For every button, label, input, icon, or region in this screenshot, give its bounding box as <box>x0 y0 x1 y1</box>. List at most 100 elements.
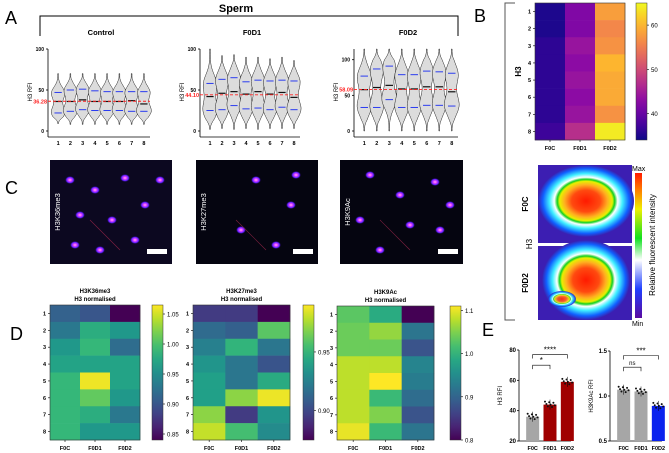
col-label: F0C <box>60 446 70 452</box>
heatmap-cell <box>595 20 626 38</box>
heatmap-cell <box>257 355 291 373</box>
scale-bar <box>438 249 458 254</box>
data-point <box>659 407 662 410</box>
heatmap-cell <box>401 389 435 407</box>
heatmap-cell <box>193 389 226 407</box>
data-point <box>548 401 551 404</box>
heatmap-cell <box>401 322 435 340</box>
data-point <box>571 381 574 384</box>
colorbar-tick-label: 0.90 <box>318 409 330 415</box>
row-label: 1 <box>186 311 189 317</box>
heatmap-cell <box>595 105 626 124</box>
stained-nucleus <box>70 241 80 249</box>
row-label: 8 <box>528 129 531 135</box>
row-label: 2 <box>186 328 189 334</box>
x-tick-label: 1 <box>363 141 366 147</box>
row-label: 6 <box>528 95 531 101</box>
scale-bar <box>147 249 167 254</box>
colorbar-tick-label: 1.05 <box>167 313 179 319</box>
y-tick-label: 40 <box>509 409 516 415</box>
row-label: 6 <box>186 396 189 402</box>
significance-bracket <box>532 364 551 370</box>
heatmap-cell <box>110 423 141 441</box>
stained-nucleus <box>236 226 246 234</box>
panel-letter-b: B <box>474 6 486 26</box>
heatmap-cell <box>337 339 370 357</box>
data-point <box>526 412 529 415</box>
bar <box>617 389 631 441</box>
heatmap-cell <box>535 71 566 89</box>
heatmap-cell <box>595 88 626 107</box>
x-tick-label: 3 <box>81 141 84 147</box>
x-tick-label: 6 <box>425 141 428 147</box>
heatmap-cell <box>369 423 402 441</box>
stained-nucleus <box>155 176 165 184</box>
y-tick-label: 100 <box>36 47 45 53</box>
y-tick-label: 1.0 <box>599 394 608 400</box>
sperm-tail <box>235 219 267 251</box>
x-tick-label: F0C <box>618 446 628 452</box>
sperm-head-intensity <box>542 240 630 320</box>
heatmap-cell <box>257 389 291 407</box>
x-tick-label: F0D2 <box>561 446 574 452</box>
row-label: 2 <box>528 27 531 33</box>
x-tick-label: 3 <box>388 141 391 147</box>
heatmap-b-h3-heatmap: 1 2 3 4 5 6 7 8 F0C F0D1 F0D2 40 50 60 H3 <box>514 2 658 152</box>
data-point <box>569 379 572 382</box>
heatmap-cell <box>369 406 402 424</box>
heatmap-cell <box>595 54 626 72</box>
data-point <box>562 380 565 383</box>
heatmap-cell <box>565 37 596 55</box>
sperm-tail <box>89 219 121 251</box>
violin <box>99 73 115 125</box>
heatmap-cell <box>535 20 566 38</box>
stained-nucleus <box>375 246 385 254</box>
row-label: 2 <box>43 328 46 334</box>
data-point <box>620 390 623 393</box>
heatmap-cell <box>50 406 81 424</box>
data-point <box>642 392 644 395</box>
colorbar <box>302 304 315 441</box>
colorbar-tick-label: 50 <box>651 68 658 74</box>
heatmap-cell <box>80 372 111 390</box>
heatmap-d-h3k27me3: 1 2 3 4 5 6 7 8 F0C F0D1 F0D2 0.90 0.95 H3K27me3 H3 no… <box>186 289 330 452</box>
heatmap-cell <box>337 406 370 424</box>
heatmap-cell <box>225 423 258 441</box>
bar <box>526 416 540 441</box>
heatmap-cell <box>401 356 435 374</box>
panel-b-bracket <box>504 2 515 321</box>
heatmap-cell <box>80 355 111 373</box>
row-label: 8 <box>43 430 46 436</box>
data-point <box>662 405 665 408</box>
col-label: F0D1 <box>573 146 586 152</box>
data-point <box>528 415 531 418</box>
row-label: 7 <box>528 112 531 118</box>
data-point <box>624 391 627 394</box>
heatmap-title: H3K27me3 <box>226 289 257 295</box>
heatmap-cell <box>193 372 226 390</box>
data-point <box>561 377 564 380</box>
bar <box>560 381 574 441</box>
colorbar-title: Relative fluorescent intensity <box>648 194 657 296</box>
heatmap-cell <box>225 406 258 424</box>
heatmap-title: H3K36me3 <box>80 289 111 295</box>
scale-bar <box>293 249 313 254</box>
colorbar-tick-label: 0.95 <box>318 350 330 356</box>
fluorescence-map-bottom: F0D2 <box>521 240 632 320</box>
y-tick-label: 50 <box>344 93 350 99</box>
heatmap-cell <box>565 122 596 141</box>
significance-label: ns <box>629 361 635 367</box>
data-point <box>565 378 568 381</box>
heatmap-cell <box>337 389 370 407</box>
group-bracket <box>39 15 459 36</box>
colorbar-tick-label: 0.9 <box>465 395 474 401</box>
row-label: 7 <box>330 413 333 419</box>
mean-label: 44.10 <box>185 93 199 99</box>
col-label: F0D1 <box>379 446 392 452</box>
y-tick-label: 50 <box>38 88 44 94</box>
x-tick-label: 7 <box>130 141 133 147</box>
heatmap-cell <box>50 372 81 390</box>
intensity-colorbar <box>635 173 642 318</box>
stained-nucleus <box>271 241 281 249</box>
heatmap-cell <box>110 305 141 323</box>
